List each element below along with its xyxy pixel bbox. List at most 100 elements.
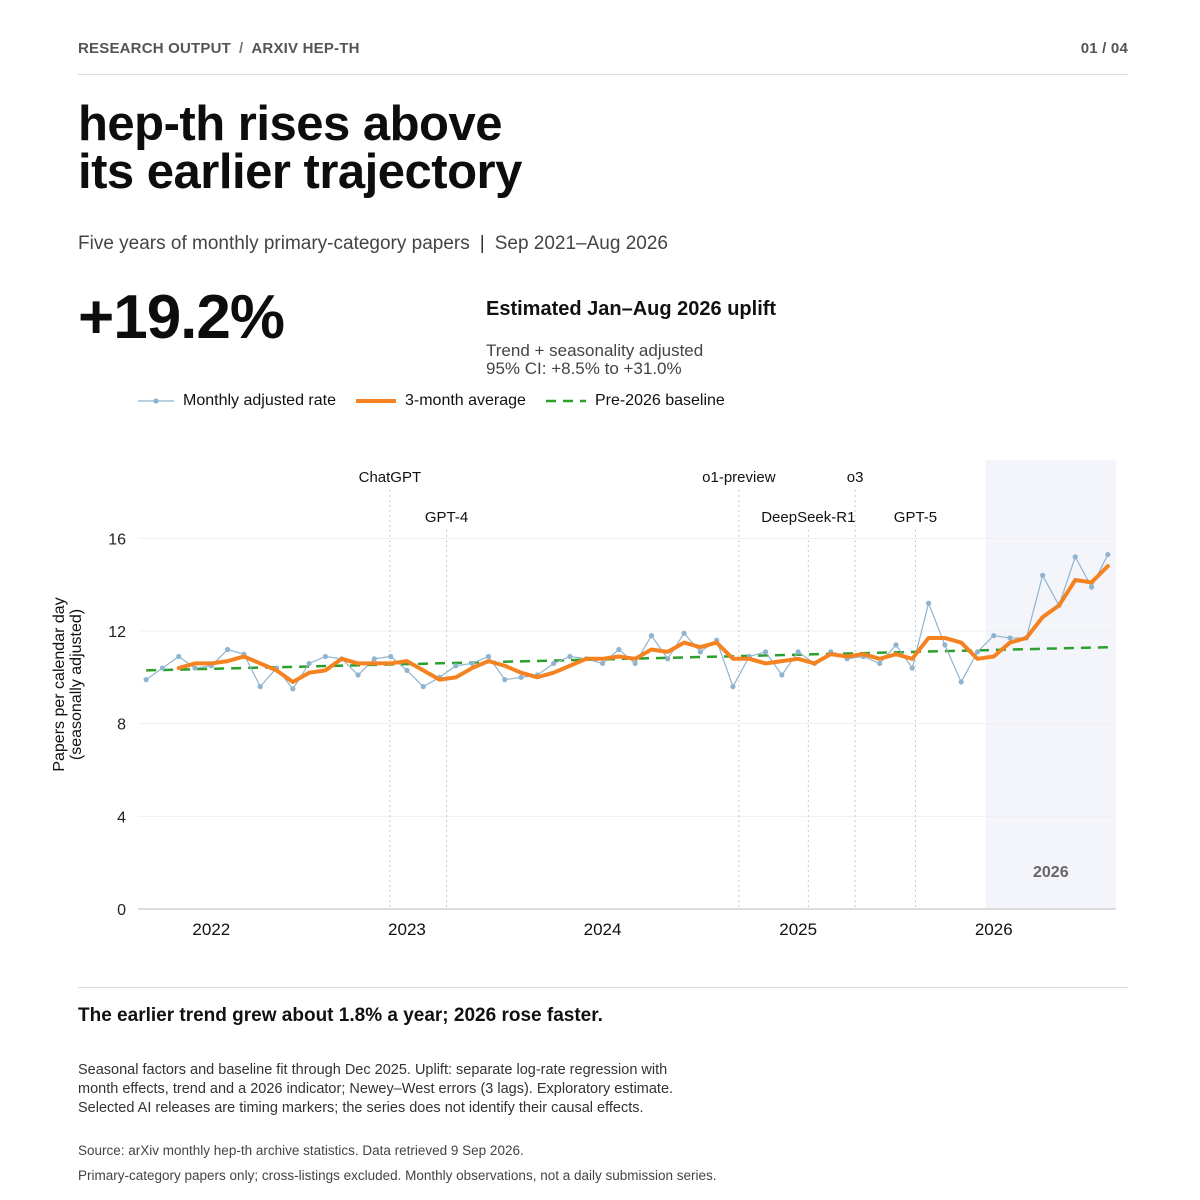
headline-note-line: 95% CI: +8.5% to +31.0%: [486, 359, 682, 378]
monthly-rate-point: [991, 633, 997, 639]
monthly-rate-point: [925, 600, 932, 606]
monthly-rate-point: [388, 653, 394, 660]
top-bar: RESEARCH OUTPUT / ARXIV HEP-TH 01 / 04: [78, 40, 1128, 75]
subtitle-separator: |: [479, 233, 485, 254]
footer-notes: Source: arXiv monthly hep-th archive sta…: [78, 1138, 717, 1188]
monthly-rate-point: [1072, 554, 1078, 560]
headline-value: +19.2%: [78, 283, 285, 352]
monthly-rate-line: [145, 554, 1109, 690]
monthly-rate-point: [795, 649, 801, 655]
x-tick-label: 2026: [975, 920, 1013, 939]
subtitle-description: Five years of monthly primary-category p…: [78, 233, 470, 254]
monthly-rate-point: [502, 677, 508, 683]
x-tick-label: 2024: [584, 920, 622, 939]
x-tick-label: 2023: [388, 920, 426, 939]
legend-item-average[interactable]: 3-month average: [355, 392, 526, 410]
breadcrumb-item[interactable]: ARXIV HEP-TH: [251, 40, 360, 57]
monthly-rate-point: [632, 660, 638, 667]
monthly-rate-point: [1007, 635, 1013, 641]
legend-label: Pre-2026 baseline: [594, 392, 725, 409]
legend-swatch-baseline: [545, 399, 586, 403]
monthly-rate-point: [404, 667, 410, 673]
x-tick-label: 2025: [779, 920, 817, 939]
breadcrumb-item[interactable]: RESEARCH OUTPUT: [78, 40, 232, 57]
headline-note-line: Trend + seasonality adjusted: [486, 341, 704, 360]
monthly-rate-point: [143, 677, 149, 683]
monthly-rate-point: [958, 679, 964, 685]
breadcrumb-separator: /: [239, 40, 244, 57]
monthly-rate-point: [762, 649, 769, 655]
monthly-rate-point: [192, 665, 198, 671]
legend-swatch-average: [355, 399, 396, 403]
monthly-rate-point: [877, 660, 883, 667]
y-axis-label-line: Papers per calendar day: [51, 597, 68, 771]
event-label: DeepSeek-R1: [761, 509, 855, 526]
monthly-rate-point: [779, 672, 785, 678]
monthly-rate-point: [420, 684, 426, 690]
monthly-rate-point: [681, 630, 687, 636]
highlight-region-label: 2026: [1033, 864, 1069, 881]
y-axis-label: Papers per calendar day(seasonally adjus…: [51, 597, 85, 771]
monthly-rate-point: [306, 660, 312, 667]
y-tick-label: 8: [117, 717, 126, 734]
monthly-rate-point: [518, 674, 524, 680]
monthly-rate-point: [176, 653, 182, 660]
monthly-rate-point: [942, 642, 948, 648]
monthly-rate-point: [616, 646, 622, 653]
page-title: hep-th rises above its earlier trajector…: [78, 97, 778, 199]
three-month-average-line: [176, 564, 1110, 684]
headline-note: Trend + seasonality adjusted 95% CI: +8.…: [486, 342, 703, 378]
monthly-rate-point: [290, 686, 296, 692]
monthly-rate-point: [485, 653, 492, 660]
legend-label: 3-month average: [404, 392, 526, 409]
monthly-rate-point: [159, 665, 166, 671]
methods-line: Selected AI releases are timing markers;…: [78, 1100, 644, 1116]
title-line: hep-th rises above: [78, 97, 502, 151]
y-tick-label: 16: [108, 531, 126, 548]
methods-line: month effects, trend and a 2026 indicato…: [78, 1081, 674, 1097]
monthly-rate-point: [371, 656, 377, 662]
subtitle: Five years of monthly primary-category p…: [78, 233, 668, 255]
event-label: GPT-4: [425, 509, 468, 526]
monthly-rate-point: [909, 665, 915, 671]
monthly-rate-point: [453, 663, 459, 669]
monthly-rate-point: [469, 660, 475, 667]
event-label: o3: [847, 469, 864, 486]
monthly-rate-point: [974, 649, 981, 655]
monthly-rate-point: [893, 642, 899, 648]
event-label: GPT-5: [894, 509, 937, 526]
monthly-rate-point: [648, 633, 655, 639]
monthly-rate-point: [730, 684, 736, 690]
monthly-rate-point: [257, 684, 263, 690]
legend-swatch-monthly: [138, 398, 174, 404]
methods-line: Seasonal factors and baseline fit throug…: [78, 1062, 668, 1078]
chart-legend: Monthly adjusted rate 3-month average Pr…: [138, 390, 745, 412]
event-label: ChatGPT: [359, 469, 422, 486]
legend-item-baseline[interactable]: Pre-2026 baseline: [545, 392, 725, 410]
footnote: Primary-category papers only; cross-list…: [78, 1168, 717, 1183]
title-line: its earlier trajectory: [78, 145, 522, 199]
monthly-rate-point: [599, 660, 606, 667]
y-axis-label-line: (seasonally adjusted): [68, 609, 85, 760]
x-tick-label: 2022: [192, 920, 230, 939]
line-chart: 2026 0 4 8 12 16 2022 2023 2024 2025 2026 Papers pe…: [51, 460, 1116, 939]
legend-item-monthly[interactable]: Monthly adjusted rate: [138, 392, 336, 410]
monthly-rate-point: [322, 653, 329, 660]
monthly-rate-point: [355, 672, 361, 678]
monthly-rate-point: [1040, 572, 1046, 578]
page-indicator: 01 / 04: [1080, 40, 1128, 57]
source-note: Source: arXiv monthly hep-th archive sta…: [78, 1143, 524, 1158]
y-tick-label: 4: [117, 809, 126, 826]
monthly-rate-point: [225, 646, 231, 653]
monthly-rate-point: [1105, 551, 1111, 558]
event-label: o1-preview: [702, 469, 776, 486]
methods-note: Seasonal factors and baseline fit throug…: [78, 1061, 673, 1118]
monthly-rate-point: [551, 660, 557, 667]
takeaway: The earlier trend grew about 1.8% a year…: [78, 1005, 603, 1026]
legend-label: Monthly adjusted rate: [183, 392, 336, 409]
y-tick-label: 0: [117, 902, 126, 919]
monthly-rate-point: [665, 656, 671, 662]
monthly-rate-point: [567, 653, 573, 660]
monthly-rate-point: [697, 649, 703, 655]
subtitle-period: Sep 2021–Aug 2026: [494, 233, 668, 254]
